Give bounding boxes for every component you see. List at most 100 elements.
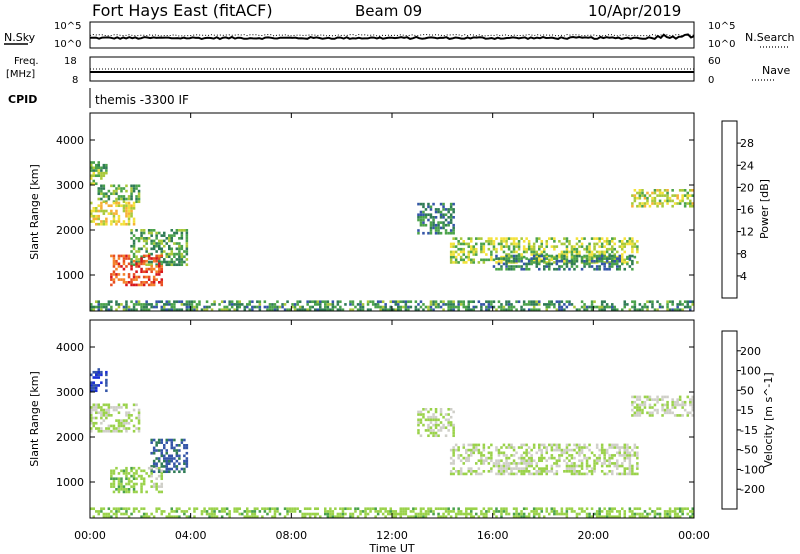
range-gate-cell: [258, 303, 262, 306]
range-gate-cell: [505, 242, 508, 246]
range-gate-cell: [689, 194, 692, 197]
range-gate-cell: [152, 242, 156, 245]
noise-search-trace: [89, 33, 695, 37]
range-gate-cell: [495, 254, 498, 258]
range-gate-cell: [173, 300, 176, 304]
range-gate-cell: [527, 459, 531, 463]
range-gate-cell: [117, 303, 121, 306]
range-gate-cell: [170, 441, 174, 444]
range-gate-cell: [137, 237, 141, 240]
range-gate-cell: [447, 223, 450, 227]
range-gate-cell: [225, 308, 229, 312]
range-gate-cell: [291, 305, 294, 309]
range-gate-cell: [437, 221, 440, 224]
range-gate-cell: [210, 308, 214, 312]
range-gate-cell: [588, 261, 591, 264]
range-gate-cell: [540, 258, 544, 262]
range-gate-cell: [477, 472, 481, 476]
range-gate-cell: [678, 510, 682, 513]
range-gate-cell: [673, 308, 677, 312]
range-gate-cell: [628, 237, 632, 240]
range-gate-cell: [152, 281, 156, 284]
range-gate-cell: [286, 507, 289, 511]
range-gate-cell: [102, 403, 106, 407]
range-gate-cell: [500, 240, 503, 243]
range-gate-cell: [193, 300, 196, 304]
range-gate-cell: [485, 456, 488, 460]
range-gate-cell: [100, 308, 103, 312]
range-gate-cell: [638, 395, 642, 399]
range-gate-cell: [487, 507, 491, 511]
range-gate-cell: [583, 265, 586, 268]
range-gate-cell: [125, 300, 128, 304]
range-gate-cell: [603, 261, 606, 264]
range-gate-cell: [548, 258, 551, 262]
range-gate-cell: [117, 480, 121, 483]
range-gate-cell: [676, 403, 679, 407]
range-gate-cell: [432, 308, 435, 312]
range-gate-cell: [170, 237, 174, 240]
range-gate-cell: [402, 512, 405, 516]
range-gate-cell: [449, 415, 453, 419]
range-gate-cell: [296, 507, 299, 511]
range-gate-cell: [671, 204, 674, 208]
range-gate-cell: [92, 207, 96, 210]
range-gate-cell: [636, 308, 639, 312]
range-gate-cell: [636, 454, 639, 457]
range-gate-cell: [668, 512, 672, 516]
range-gate-cell: [616, 510, 619, 513]
range-gate-cell: [449, 250, 453, 254]
range-gate-cell: [543, 265, 546, 268]
range-gate-cell: [530, 464, 533, 468]
range-gate-cell: [689, 199, 692, 203]
range-gate-cell: [127, 281, 131, 284]
range-gate-cell: [691, 189, 695, 192]
range-gate-cell: [158, 273, 161, 276]
date-label: 10/Apr/2019: [588, 2, 681, 20]
range-gate-cell: [152, 278, 156, 281]
range-gate-cell: [417, 410, 420, 414]
range-gate-cell: [648, 395, 652, 399]
range-gate-cell: [691, 400, 695, 404]
range-gate-cell: [95, 182, 98, 186]
range-gate-cell: [465, 507, 468, 511]
range-gate-cell: [152, 485, 156, 488]
range-gate-cell: [560, 305, 564, 309]
range-gate-cell: [482, 454, 486, 457]
range-gate-cell: [168, 438, 171, 442]
range-gate-cell: [658, 194, 662, 197]
range-gate-cell: [195, 507, 199, 511]
range-gate-cell: [173, 470, 176, 474]
range-gate-cell: [616, 443, 619, 447]
range-gate-cell: [90, 308, 93, 312]
range-gate-cell: [553, 245, 556, 248]
range-gate-cell: [492, 247, 496, 251]
velocity-panel-frame: [89, 319, 695, 519]
range-gate-cell: [122, 267, 126, 271]
range-gate-cell: [185, 457, 189, 460]
range-gate-cell: [671, 300, 674, 304]
range-gate-cell: [140, 305, 143, 309]
range-gate-cell: [470, 448, 473, 452]
range-gate-cell: [628, 265, 632, 268]
range-gate-cell: [163, 260, 166, 264]
range-gate-cell: [470, 472, 473, 476]
range-gate-cell: [548, 265, 551, 268]
range-gate-cell: [631, 414, 634, 417]
range-gate-cell: [505, 257, 508, 260]
range-gate-cell: [273, 303, 277, 306]
range-gate-cell: [686, 194, 690, 197]
range-gate-cell: [527, 259, 531, 263]
range-gate-cell: [600, 262, 604, 266]
range-gate-cell: [115, 408, 118, 412]
range-gate-cell: [578, 240, 581, 243]
range-gate-cell: [568, 242, 571, 246]
range-gate-cell: [125, 429, 128, 433]
range-gate-cell: [175, 444, 179, 447]
range-gate-cell: [165, 470, 169, 474]
range-gate-cell: [628, 459, 632, 463]
range-gate-cell: [560, 512, 564, 516]
range-gate-cell: [651, 196, 654, 200]
range-gate-cell: [97, 303, 101, 306]
range-gate-cell: [621, 454, 624, 457]
